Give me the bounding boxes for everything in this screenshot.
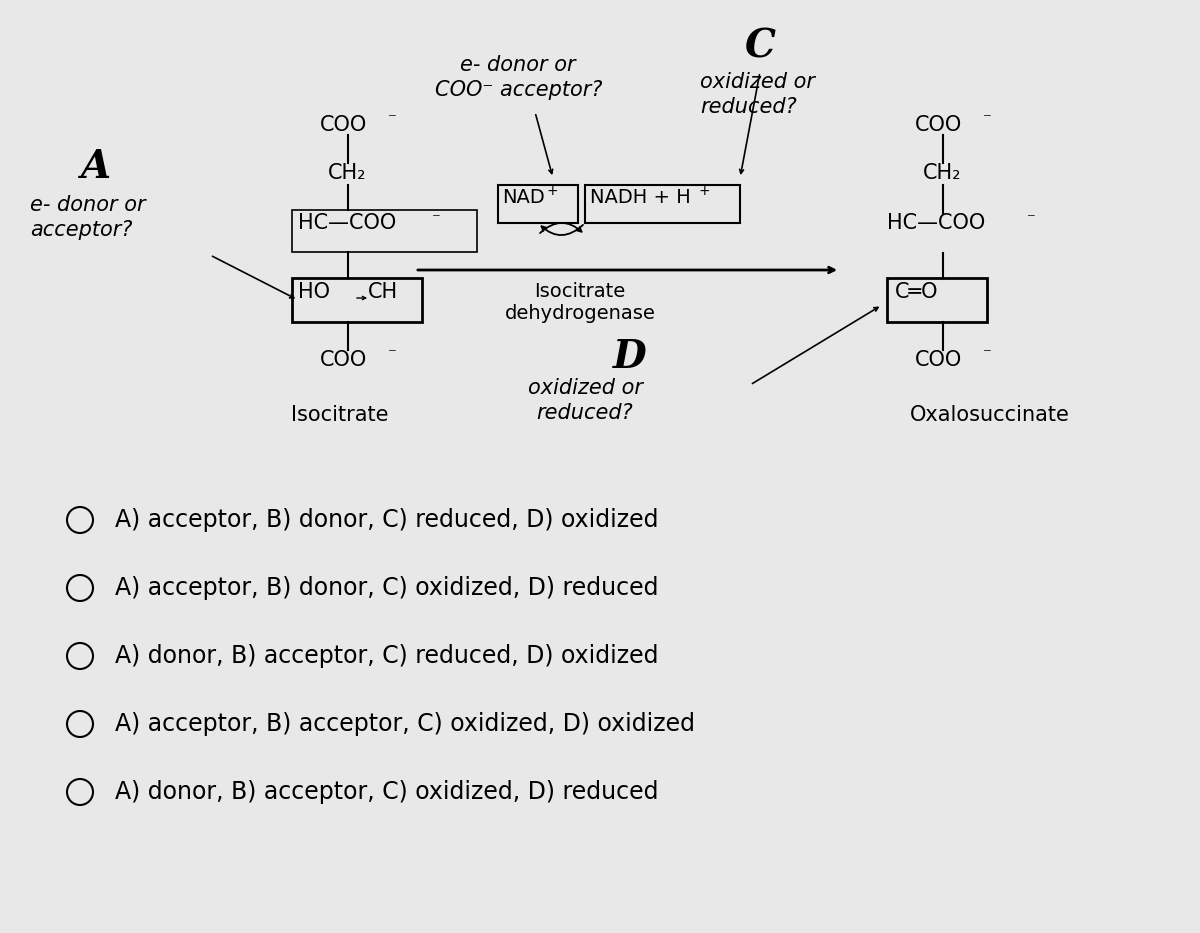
Bar (292, 278, 422, 322)
Text: dehydrogenase: dehydrogenase (504, 304, 655, 323)
Text: A) acceptor, B) donor, C) oxidized, D) reduced: A) acceptor, B) donor, C) oxidized, D) r… (115, 576, 659, 600)
Text: +: + (546, 184, 558, 198)
Text: A) acceptor, B) donor, C) reduced, D) oxidized: A) acceptor, B) donor, C) reduced, D) ox… (115, 508, 659, 532)
Text: CH: CH (368, 282, 398, 302)
Text: e- donor or: e- donor or (30, 195, 145, 215)
Text: e- donor or: e- donor or (460, 55, 576, 75)
Text: ⁻: ⁻ (388, 110, 397, 128)
Text: A: A (80, 148, 110, 186)
Bar (498, 185, 578, 223)
Text: NADH + H: NADH + H (590, 188, 691, 207)
Bar (887, 278, 986, 322)
Text: COO: COO (916, 115, 962, 135)
Text: +: + (698, 184, 709, 198)
Text: CH₂: CH₂ (923, 163, 961, 183)
Text: Oxalosuccinate: Oxalosuccinate (910, 405, 1070, 425)
Text: oxidized or: oxidized or (528, 378, 642, 398)
Text: COO: COO (320, 350, 367, 370)
Text: COO: COO (320, 115, 367, 135)
Text: C: C (744, 28, 775, 66)
Text: reduced?: reduced? (536, 403, 634, 423)
Text: HC—COO: HC—COO (298, 213, 396, 233)
Text: ⁻: ⁻ (983, 345, 991, 363)
Text: Isocitrate: Isocitrate (292, 405, 389, 425)
Text: ⁻: ⁻ (432, 210, 440, 228)
Text: CH₂: CH₂ (328, 163, 367, 183)
Bar (292, 210, 478, 252)
Text: HO: HO (298, 282, 330, 302)
Text: COO: COO (916, 350, 962, 370)
Text: ⁻: ⁻ (388, 345, 397, 363)
Text: ⁻: ⁻ (983, 110, 991, 128)
Text: A) donor, B) acceptor, C) reduced, D) oxidized: A) donor, B) acceptor, C) reduced, D) ox… (115, 644, 659, 668)
Bar (586, 185, 740, 223)
Text: C═O: C═O (895, 282, 938, 302)
Text: oxidized or: oxidized or (700, 72, 815, 92)
Text: HC—COO: HC—COO (887, 213, 985, 233)
Text: D: D (613, 338, 647, 376)
Text: COO⁻ acceptor?: COO⁻ acceptor? (436, 80, 602, 100)
Text: A) donor, B) acceptor, C) oxidized, D) reduced: A) donor, B) acceptor, C) oxidized, D) r… (115, 780, 659, 804)
Text: acceptor?: acceptor? (30, 220, 132, 240)
Text: ⁻: ⁻ (1027, 210, 1036, 228)
Text: reduced?: reduced? (700, 97, 797, 117)
Text: Isocitrate: Isocitrate (534, 282, 625, 301)
Text: A) acceptor, B) acceptor, C) oxidized, D) oxidized: A) acceptor, B) acceptor, C) oxidized, D… (115, 712, 695, 736)
Text: NAD: NAD (502, 188, 545, 207)
